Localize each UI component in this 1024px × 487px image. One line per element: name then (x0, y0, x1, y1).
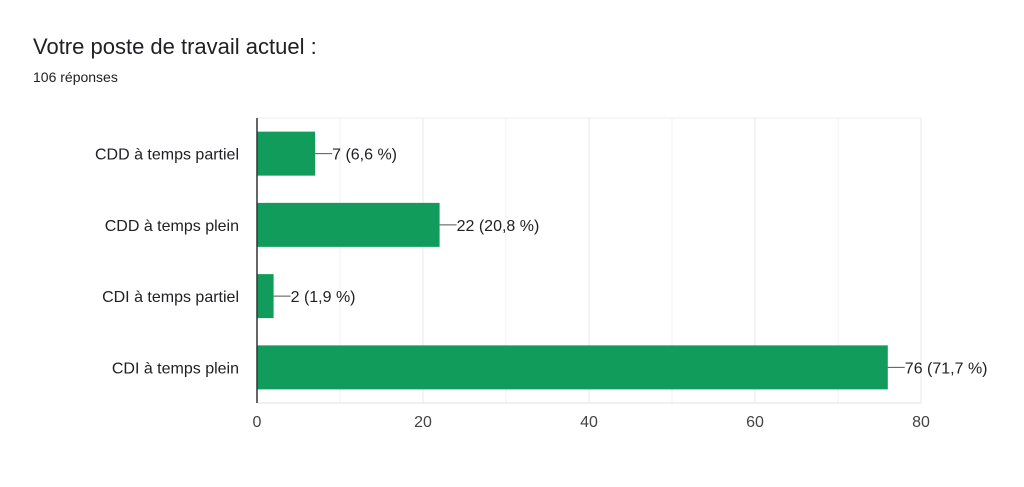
value-label: 22 (20,8 %) (457, 218, 540, 235)
bar (257, 131, 316, 176)
bar (257, 345, 888, 390)
value-label: 7 (6,6 %) (332, 147, 397, 164)
category-label: CDD à temps plein (105, 218, 239, 235)
category-label: CDD à temps partiel (95, 147, 239, 164)
category-label: CDI à temps partiel (102, 289, 239, 306)
value-label: 76 (71,7 %) (905, 360, 988, 377)
x-tick-label: 80 (912, 414, 930, 431)
bar (257, 202, 440, 247)
value-label: 2 (1,9 %) (291, 289, 356, 306)
category-label: CDI à temps plein (112, 360, 239, 377)
bar (257, 274, 274, 319)
x-tick-label: 40 (580, 414, 598, 431)
chart-title: Votre poste de travail actuel : (33, 34, 317, 59)
x-tick-label: 20 (414, 414, 432, 431)
response-count: 106 réponses (33, 69, 118, 85)
x-tick-label: 0 (253, 414, 262, 431)
x-tick-label: 60 (746, 414, 764, 431)
